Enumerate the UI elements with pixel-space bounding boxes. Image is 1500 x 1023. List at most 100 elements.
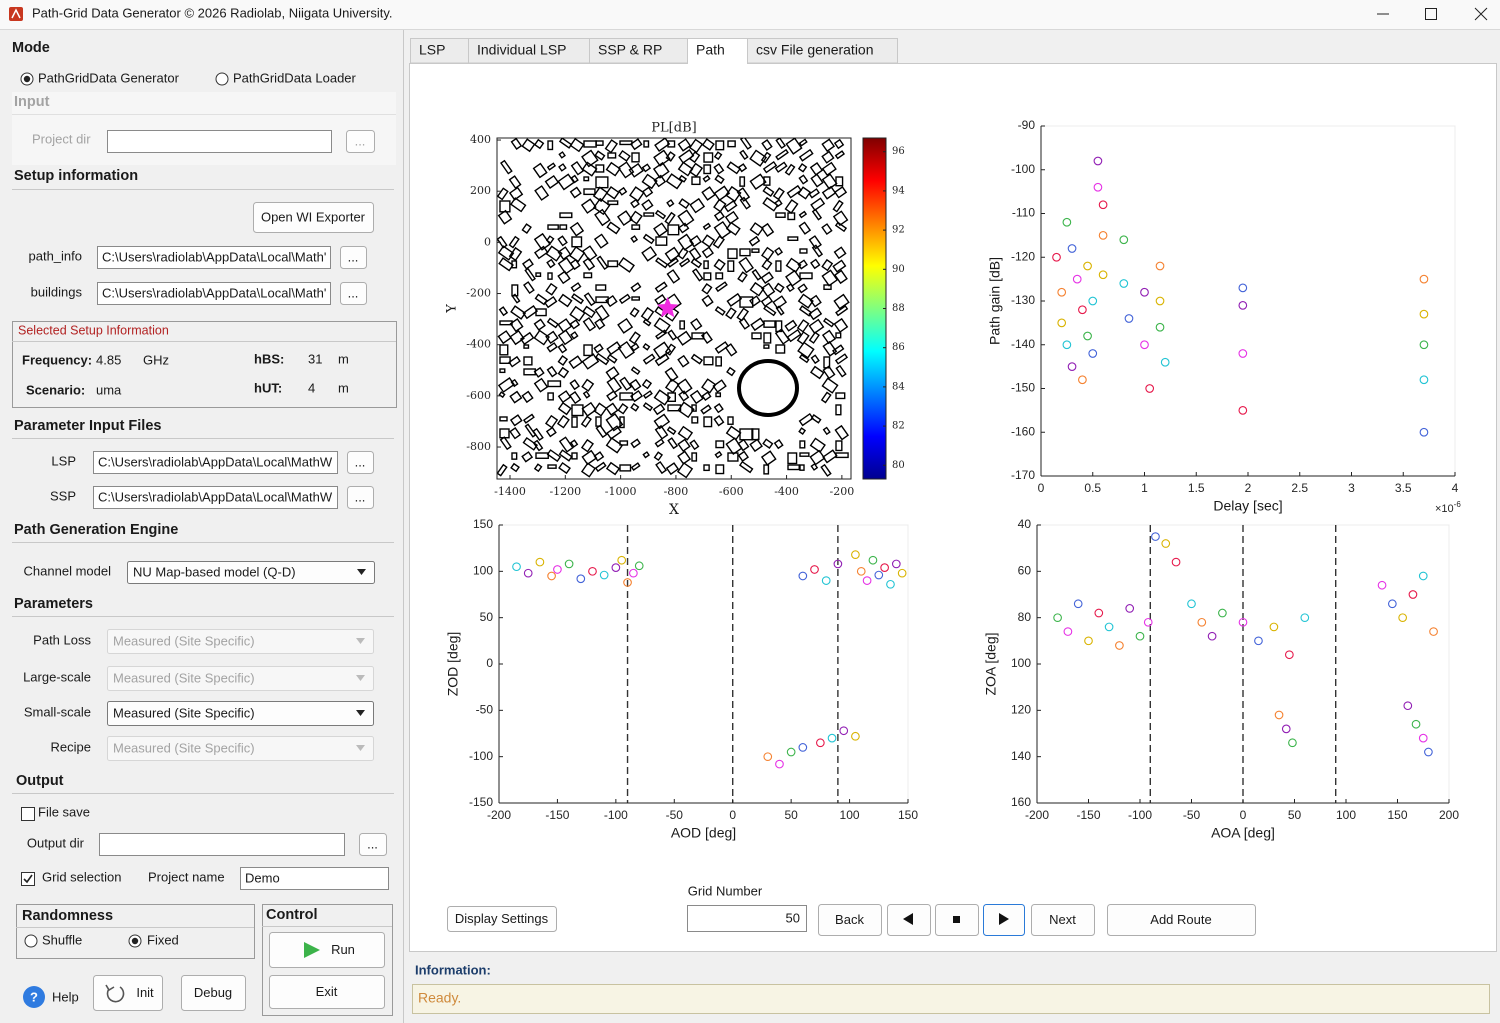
building [642,233,655,245]
browse-button[interactable]: ... [359,833,387,856]
building [605,161,621,177]
browse-button-frame[interactable] [340,282,367,305]
prev-button[interactable] [887,904,931,936]
checkbox[interactable] [21,872,35,886]
building [750,317,766,332]
browse-button-label[interactable]: ... [355,454,366,469]
tab[interactable] [589,38,688,64]
building [581,149,599,168]
plot-area [498,524,909,804]
project-dir-input[interactable] [107,130,332,153]
browse-button-frame[interactable] [340,246,367,269]
project-name-input[interactable] [240,867,389,890]
display-settings-button-label[interactable]: Display Settings [455,911,549,926]
grid-number-input-text[interactable]: 50 [786,910,800,925]
tab-label[interactable]: csv File generation [756,42,874,58]
init-button[interactable]: Init [93,975,163,1011]
channel-model-dropdown-arrow[interactable] [357,569,366,575]
exit-button-frame[interactable] [269,975,385,1009]
channel-model-dropdown-value[interactable]: NU Map-based model (Q-D) [133,564,296,579]
tab-label[interactable]: LSP [419,42,445,58]
checkbox-mark[interactable] [23,874,33,884]
path-input-text[interactable]: C:\Users\radiolab\AppData\Local\Math' [102,249,326,264]
next-button-label[interactable]: Next [1049,912,1076,927]
checkbox[interactable] [21,807,35,821]
tab-label[interactable]: Individual LSP [477,42,567,58]
tab[interactable] [747,38,898,64]
path-input-text[interactable]: C:\Users\radiolab\AppData\Local\Math' [102,285,326,300]
next-button[interactable]: Next [1031,904,1095,936]
output-dir-input[interactable] [99,833,345,856]
run-button-frame[interactable] [269,932,385,968]
exporter-button[interactable]: Open WI Exporter [253,202,374,233]
browse-button[interactable]: ... [346,130,375,153]
add-route-button-frame[interactable] [1107,904,1256,936]
tab[interactable] [468,38,590,64]
exit-button-label[interactable]: Exit [316,984,338,999]
back-button-label[interactable]: Back [835,912,864,927]
exit-button[interactable]: Exit [269,975,385,1009]
grid-number-input[interactable] [687,905,807,932]
building [569,258,581,271]
close-button[interactable] [1474,7,1488,21]
building [558,436,574,453]
parameter-dropdown-value[interactable]: Measured (Site Specific) [113,705,255,720]
browse-button[interactable]: ... [340,282,367,305]
file-input[interactable] [93,451,338,474]
browse-button-label[interactable]: ... [348,249,359,264]
exporter-button-label[interactable]: Open WI Exporter [261,209,366,224]
file-input-text[interactable]: C:\Users\radiolab\AppData\Local\MathW [98,454,333,469]
browse-button-frame[interactable] [359,833,387,856]
browse-button-label[interactable]: ... [348,285,359,300]
tab-label[interactable]: SSP & RP [598,42,662,58]
browse-button-frame[interactable] [346,130,375,153]
run-icon[interactable] [304,942,320,958]
help-icon[interactable] [23,986,45,1008]
parameter-dropdown[interactable] [107,701,374,726]
run-button-label[interactable]: Run [331,942,355,957]
next-button-frame[interactable] [1031,904,1095,936]
debug-button-label[interactable]: Debug [194,985,232,1000]
path-input[interactable] [97,246,331,269]
init-button-label[interactable]: Init [136,985,154,1000]
add-route-button-label[interactable]: Add Route [1150,912,1211,927]
stop-icon[interactable] [953,916,960,923]
display-settings-button[interactable]: Display Settings [447,906,557,932]
maximize-button[interactable] [1425,8,1437,20]
back-button[interactable]: Back [818,904,882,936]
init-icon[interactable] [105,984,125,1003]
project-name-input-text[interactable]: Demo [245,870,280,885]
radio-dot[interactable] [131,937,139,945]
browse-button-label[interactable]: ... [355,489,366,504]
tab-label[interactable]: Path [696,42,725,58]
exporter-button-frame[interactable] [253,202,374,233]
debug-button[interactable]: Debug [181,975,246,1011]
browse-button-label[interactable]: ... [367,836,378,851]
browse-button[interactable]: ... [347,486,374,509]
browse-button-frame[interactable] [347,486,374,509]
channel-model-dropdown[interactable] [127,561,375,584]
radio-dot[interactable] [23,75,31,83]
prev-icon[interactable] [903,913,913,925]
add-route-button[interactable]: Add Route [1107,904,1256,936]
browse-button-label[interactable]: ... [355,133,366,148]
play-button[interactable] [983,904,1025,936]
display-settings-button-frame[interactable] [447,906,557,932]
file-input-text[interactable]: C:\Users\radiolab\AppData\Local\MathW [98,489,333,504]
browse-button[interactable]: ... [347,451,374,474]
stop-button[interactable] [935,904,979,936]
run-button[interactable]: Run [269,932,385,968]
play-icon[interactable] [999,913,1009,925]
path-point [1218,608,1227,618]
file-input[interactable] [93,486,338,509]
parameter-dropdown-arrow[interactable] [356,710,365,716]
browse-button[interactable]: ... [340,246,367,269]
path-input[interactable] [97,282,331,305]
radio[interactable] [24,934,38,948]
browse-button-frame[interactable] [347,451,374,474]
init-button-frame[interactable] [93,975,163,1011]
back-button-frame[interactable] [818,904,882,936]
path-point [1093,156,1103,166]
debug-button-frame[interactable] [181,975,246,1011]
radio[interactable] [215,72,229,86]
